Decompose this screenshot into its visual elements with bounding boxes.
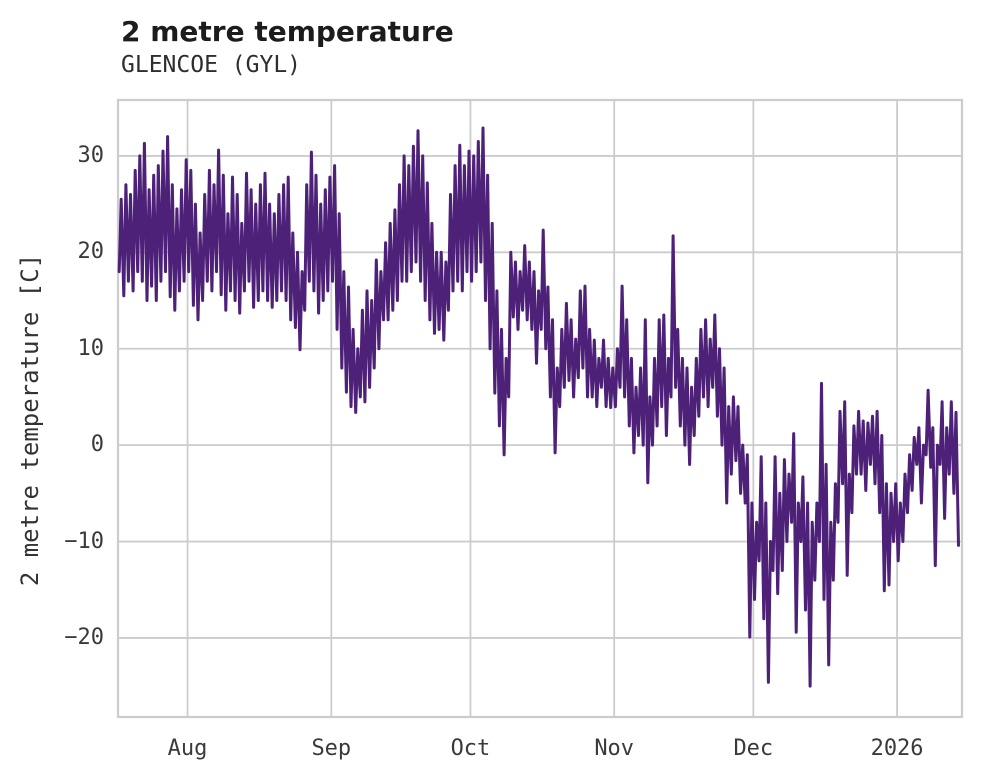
y-tick-label: −10	[64, 528, 104, 554]
x-tick-label: Nov	[594, 736, 635, 761]
x-tick-label: Sep	[311, 736, 352, 761]
gridlines	[118, 100, 962, 717]
temperature-line	[117, 126, 960, 688]
plot-border	[116, 98, 964, 719]
x-tick-label: Oct	[450, 736, 491, 761]
x-tick-label: 2026	[870, 736, 924, 761]
x-tick-label: Dec	[733, 736, 774, 761]
chart-subtitle: GLENCOE (GYL)	[121, 52, 302, 78]
y-tick-label: 10	[77, 335, 105, 361]
x-tick-label: Aug	[167, 736, 208, 761]
chart-title: 2 metre temperature	[121, 15, 454, 48]
y-tick-label: 0	[90, 432, 104, 458]
y-tick-label: 30	[77, 142, 105, 168]
y-tick-label: 20	[77, 239, 105, 265]
y-tick-label: −20	[64, 624, 104, 650]
